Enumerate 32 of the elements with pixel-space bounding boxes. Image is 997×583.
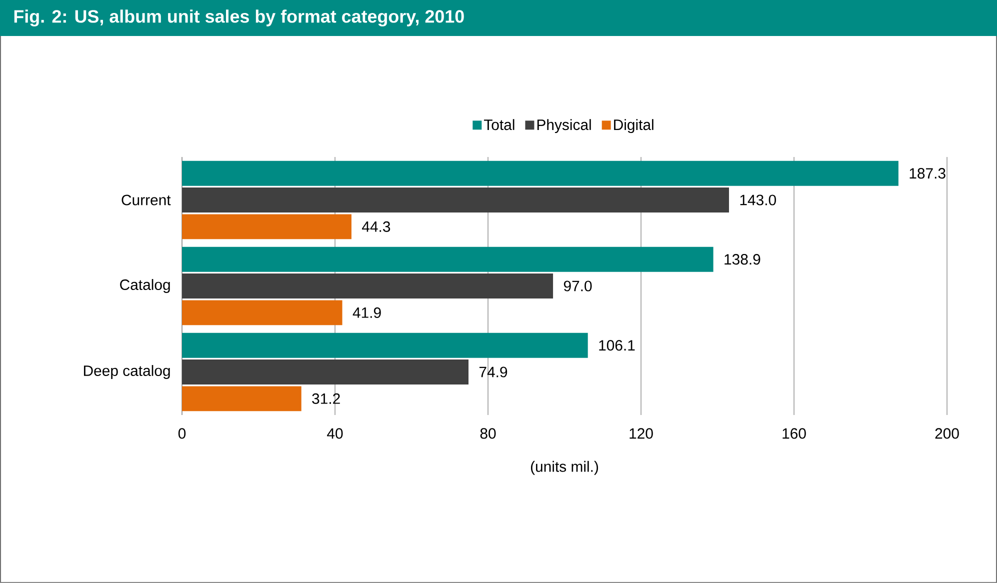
y-tick-label: Deep catalog: [84, 365, 170, 380]
bar: [182, 246, 714, 272]
data-label: 41.9: [352, 307, 381, 318]
bar: [182, 160, 898, 186]
data-label: 97.0: [564, 280, 592, 292]
bar: [182, 214, 352, 240]
x-tick-label: 40: [327, 428, 343, 439]
y-tick-label: Current: [122, 194, 171, 206]
x-axis-title: (units mil.): [530, 460, 598, 475]
bar: [182, 360, 468, 385]
y-tick-label: Catalog: [120, 279, 170, 294]
x-tick-label: 160: [782, 428, 806, 439]
x-tick-label: 200: [935, 428, 959, 439]
data-label: 44.3: [362, 221, 390, 232]
data-label: 138.9: [724, 254, 760, 265]
bar: [182, 188, 729, 213]
bar: [182, 386, 302, 412]
data-label: 106.1: [599, 340, 635, 351]
data-label: 143.0: [740, 194, 776, 206]
x-tick-label: 80: [480, 428, 496, 439]
bar: [182, 274, 554, 299]
data-label: 31.2: [312, 393, 340, 404]
bar: [182, 300, 342, 326]
bar: [182, 332, 588, 358]
legend-label: Digital: [614, 119, 654, 134]
legend-label: Total: [484, 119, 514, 130]
chart-title: Fig. 2: US, album unit sales by format category, 2010: [14, 10, 464, 26]
x-tick-label: 120: [630, 428, 653, 439]
data-label: 74.9: [479, 366, 508, 378]
data-label: 187.3: [910, 168, 946, 179]
x-tick-label: 0: [178, 428, 186, 439]
legend-label: Physical: [537, 119, 591, 134]
